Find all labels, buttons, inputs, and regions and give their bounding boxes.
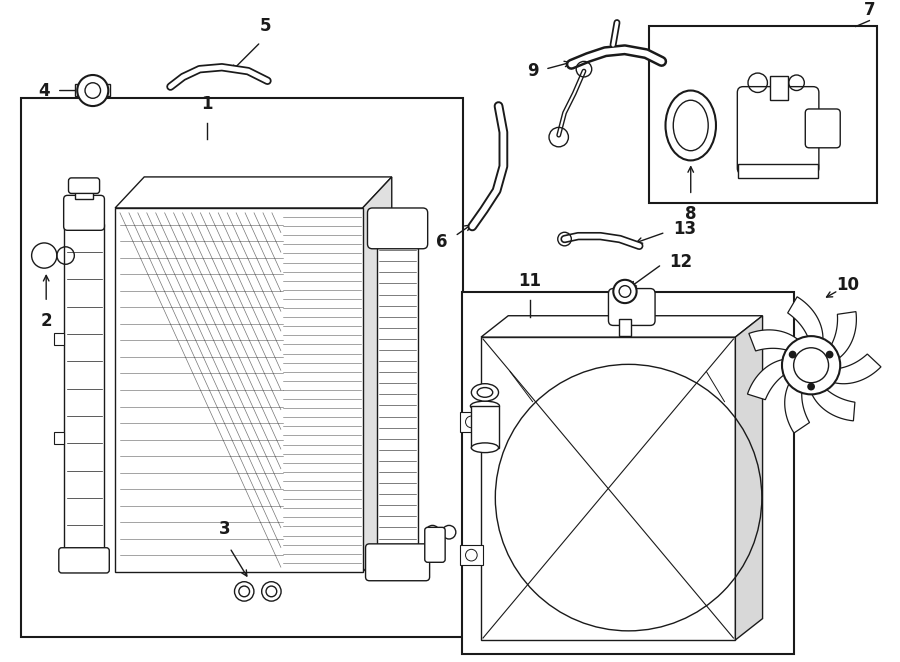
Circle shape (794, 348, 829, 383)
Circle shape (788, 351, 796, 358)
Polygon shape (749, 330, 799, 351)
Ellipse shape (665, 91, 716, 160)
Polygon shape (747, 359, 786, 400)
Text: 2: 2 (40, 312, 52, 330)
Text: 3: 3 (219, 520, 230, 538)
Polygon shape (785, 382, 809, 433)
FancyBboxPatch shape (365, 544, 429, 581)
Bar (738, 164, 818, 178)
Polygon shape (115, 177, 392, 208)
Text: 9: 9 (526, 62, 538, 80)
Circle shape (807, 383, 815, 391)
FancyBboxPatch shape (737, 87, 819, 174)
Bar (770, 76, 788, 100)
Circle shape (613, 280, 636, 303)
Polygon shape (363, 177, 392, 572)
Text: 4: 4 (39, 81, 50, 99)
Bar (649, 26, 878, 203)
Ellipse shape (472, 384, 499, 401)
Bar (64, 224, 104, 553)
Ellipse shape (471, 401, 500, 411)
Polygon shape (811, 389, 855, 421)
Bar (54, 334, 64, 345)
Polygon shape (831, 312, 857, 359)
FancyBboxPatch shape (608, 289, 655, 326)
Bar (482, 337, 735, 640)
Circle shape (782, 336, 841, 395)
FancyBboxPatch shape (58, 547, 109, 573)
Bar (460, 412, 483, 432)
Text: 12: 12 (670, 254, 693, 271)
Text: 5: 5 (260, 17, 271, 35)
Bar (460, 545, 483, 565)
Circle shape (825, 351, 833, 358)
Bar (21, 98, 463, 637)
Text: 7: 7 (863, 1, 875, 19)
Bar (115, 208, 363, 572)
FancyBboxPatch shape (367, 208, 428, 249)
Bar (472, 406, 499, 448)
FancyBboxPatch shape (64, 195, 104, 230)
Bar (54, 432, 64, 444)
Bar (619, 318, 631, 336)
Text: 11: 11 (518, 273, 541, 291)
Circle shape (77, 75, 108, 106)
Polygon shape (482, 316, 762, 337)
Bar (76, 187, 93, 199)
Bar (377, 239, 418, 549)
Text: 6: 6 (436, 233, 448, 251)
Text: 1: 1 (202, 95, 213, 113)
FancyBboxPatch shape (425, 528, 446, 562)
Ellipse shape (472, 443, 499, 453)
Polygon shape (788, 297, 823, 341)
Polygon shape (735, 316, 762, 640)
FancyBboxPatch shape (806, 109, 841, 148)
Ellipse shape (673, 100, 708, 151)
Text: 8: 8 (685, 205, 697, 223)
Ellipse shape (477, 387, 492, 397)
Bar (76, 83, 111, 97)
Text: 10: 10 (836, 275, 860, 294)
Polygon shape (832, 354, 881, 384)
FancyBboxPatch shape (68, 178, 100, 193)
Bar (462, 293, 794, 653)
Text: 13: 13 (673, 220, 697, 238)
